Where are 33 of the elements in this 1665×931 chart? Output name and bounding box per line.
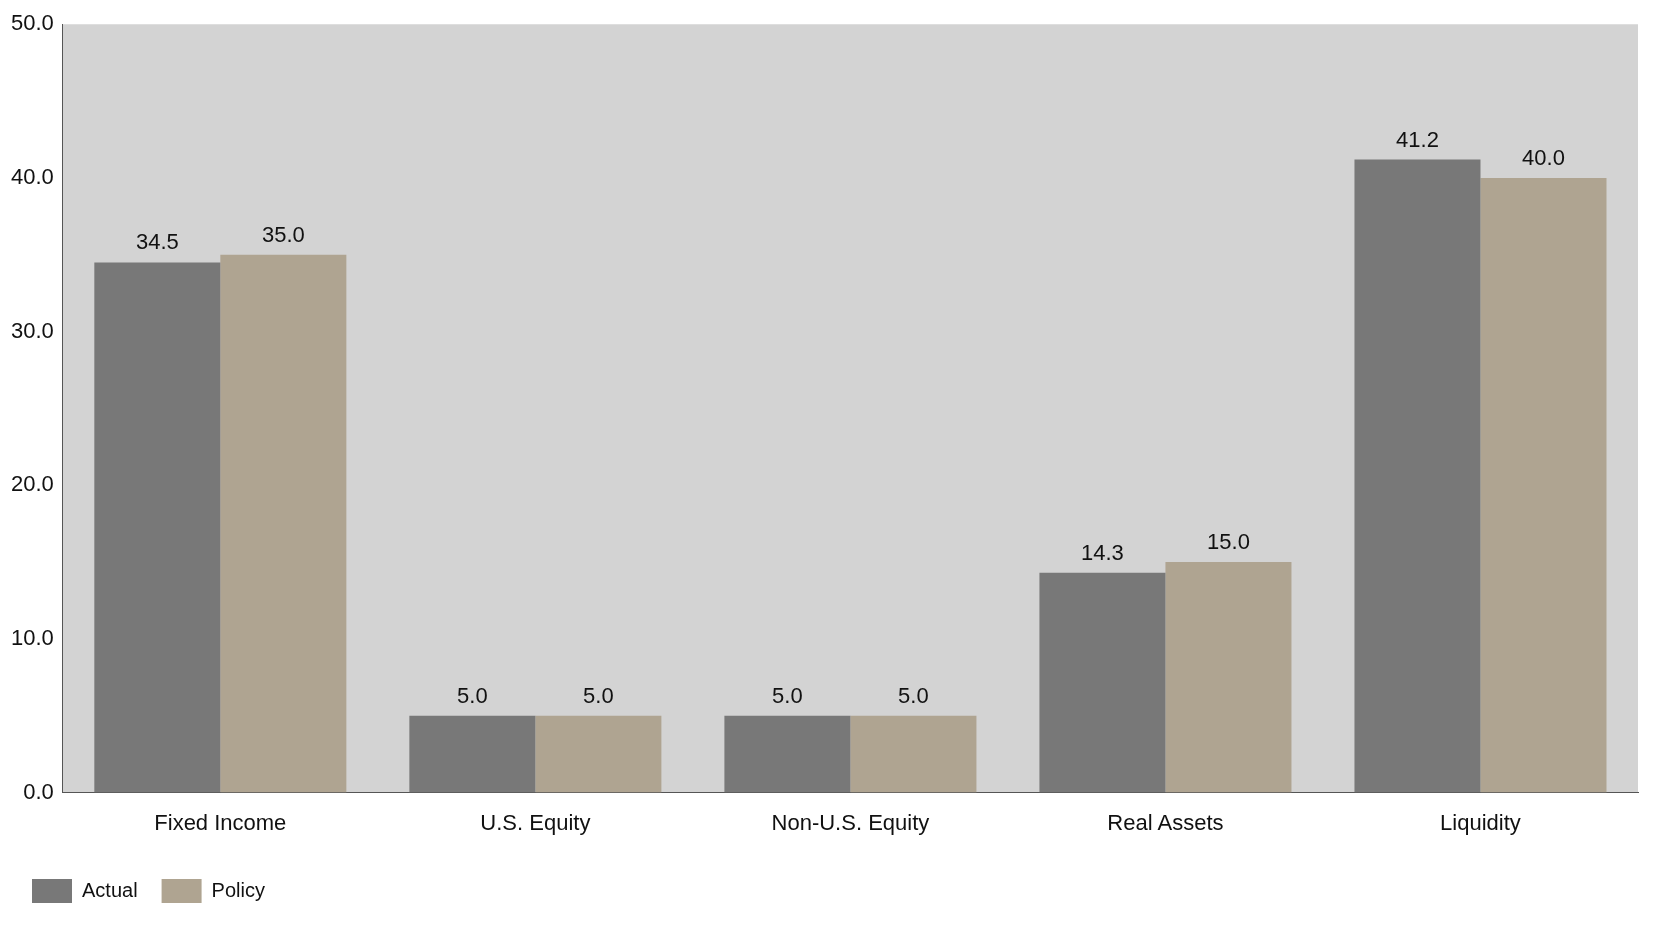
data-label: 41.2 <box>1396 126 1439 152</box>
legend-label: Policy <box>211 878 265 901</box>
data-label: 5.0 <box>772 682 803 708</box>
y-tick-label: 0.0 <box>23 778 54 804</box>
bar <box>1039 572 1166 793</box>
data-label: 14.3 <box>1081 539 1124 565</box>
bar <box>1480 177 1607 793</box>
data-label: 5.0 <box>583 682 614 708</box>
y-tick-label: 30.0 <box>10 317 54 343</box>
y-tick-label: 20.0 <box>10 471 54 497</box>
x-tick-label: Liquidity <box>1440 809 1521 835</box>
bar <box>1165 562 1292 793</box>
y-tick-label: 10.0 <box>10 624 54 650</box>
bar <box>535 715 662 793</box>
data-label: 34.5 <box>135 229 179 255</box>
data-label: 5.0 <box>898 682 929 708</box>
x-tick-label: Non-U.S. Equity <box>771 809 930 835</box>
data-label: 35.0 <box>261 221 305 247</box>
y-tick-label: 40.0 <box>10 163 54 189</box>
data-label: 5.0 <box>457 682 488 708</box>
x-tick-label: Fixed Income <box>154 809 287 835</box>
bar <box>1354 159 1481 793</box>
data-label: 40.0 <box>1522 144 1565 170</box>
bar <box>409 715 536 793</box>
data-label: 15.0 <box>1207 529 1250 555</box>
bar <box>724 715 851 793</box>
bar <box>220 254 347 793</box>
bar <box>850 715 977 793</box>
bar <box>94 262 221 793</box>
x-tick-label: U.S. Equity <box>480 809 591 835</box>
x-tick-label: Real Assets <box>1107 809 1224 835</box>
legend-label: Actual <box>82 878 138 901</box>
y-tick-label: 50.0 <box>10 10 54 36</box>
